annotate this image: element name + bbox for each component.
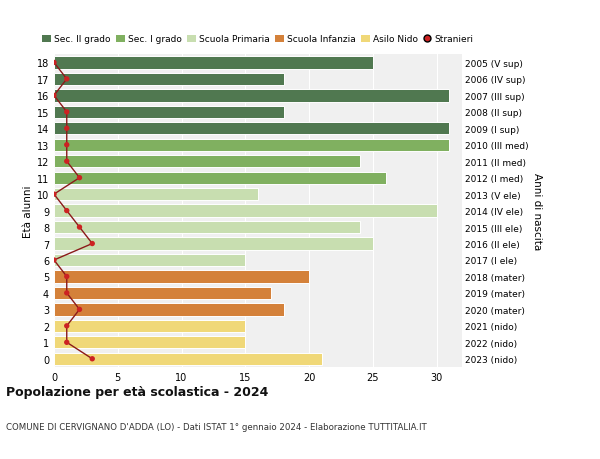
Bar [54, 221, 360, 234]
Point [88, 355, 97, 363]
Point [49, 60, 59, 67]
Y-axis label: Anni di nascita: Anni di nascita [532, 173, 542, 250]
Point [74, 174, 84, 182]
Bar [54, 353, 322, 365]
Point [49, 257, 59, 264]
Bar [54, 238, 373, 250]
Bar [54, 254, 245, 267]
Point [62, 76, 71, 84]
Bar [54, 303, 284, 316]
Bar [54, 123, 449, 135]
Bar [54, 271, 309, 283]
Bar [54, 320, 245, 332]
Point [49, 191, 59, 198]
Point [62, 158, 71, 166]
Bar [54, 172, 386, 185]
Bar [54, 90, 449, 102]
Legend: Sec. II grado, Sec. I grado, Scuola Primaria, Scuola Infanzia, Asilo Nido, Stran: Sec. II grado, Sec. I grado, Scuola Prim… [43, 35, 473, 45]
Y-axis label: Età alunni: Età alunni [23, 185, 32, 237]
Bar [54, 336, 245, 349]
Point [74, 224, 84, 231]
Point [49, 92, 59, 100]
Text: COMUNE DI CERVIGNANO D'ADDA (LO) - Dati ISTAT 1° gennaio 2024 - Elaborazione TUT: COMUNE DI CERVIGNANO D'ADDA (LO) - Dati … [6, 422, 427, 431]
Bar [54, 287, 271, 299]
Bar [54, 106, 284, 119]
Point [62, 207, 71, 215]
Text: Popolazione per età scolastica - 2024: Popolazione per età scolastica - 2024 [6, 386, 268, 398]
Point [62, 125, 71, 133]
Bar [54, 189, 258, 201]
Bar [54, 205, 437, 217]
Point [62, 290, 71, 297]
Point [74, 306, 84, 313]
Point [62, 323, 71, 330]
Point [62, 339, 71, 346]
Bar [54, 73, 284, 86]
Bar [54, 57, 373, 69]
Bar [54, 139, 449, 151]
Point [62, 273, 71, 280]
Point [62, 109, 71, 116]
Point [88, 241, 97, 248]
Point [62, 142, 71, 149]
Bar [54, 156, 360, 168]
